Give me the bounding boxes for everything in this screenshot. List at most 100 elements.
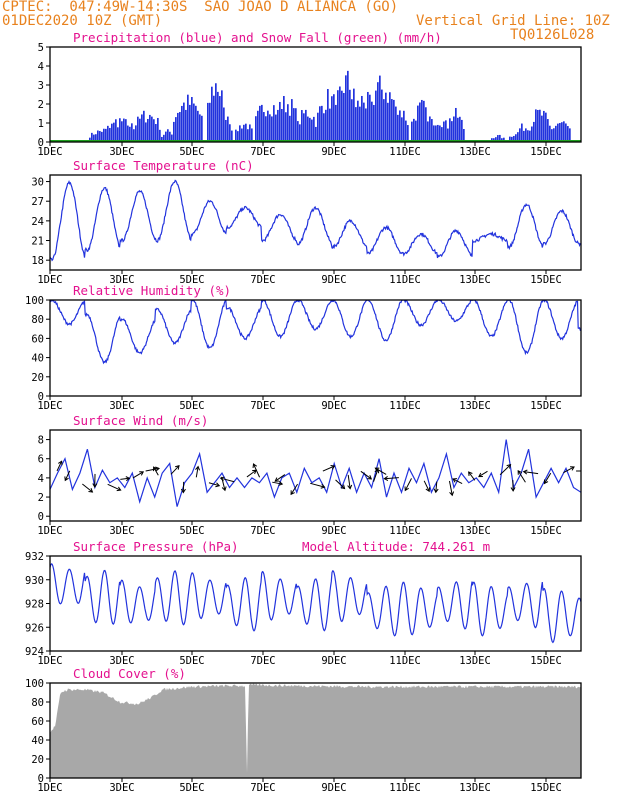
precip-bar bbox=[297, 121, 299, 142]
precip-bar bbox=[119, 118, 121, 142]
precip-bar bbox=[323, 113, 325, 142]
wind-vector bbox=[404, 478, 412, 491]
wind-vector bbox=[563, 466, 575, 474]
precip-bar bbox=[167, 129, 169, 142]
wind-vector-head bbox=[468, 471, 473, 477]
precip-bar bbox=[535, 109, 537, 142]
x-tick-label: 7DEC bbox=[250, 782, 275, 794]
precip-bar bbox=[199, 114, 201, 142]
precip-bar bbox=[519, 128, 521, 142]
precip-bar bbox=[527, 130, 529, 142]
precip-bar bbox=[531, 126, 533, 142]
precip-bar bbox=[533, 121, 535, 142]
y-tick-label: 80 bbox=[31, 314, 44, 326]
precip-bar bbox=[381, 89, 383, 142]
precip-bar bbox=[103, 128, 105, 142]
precip-bar bbox=[265, 116, 267, 142]
precip-bar bbox=[153, 119, 155, 142]
precip-bar bbox=[335, 104, 337, 142]
precip-bar bbox=[275, 114, 277, 142]
precip-bar bbox=[347, 70, 349, 142]
precip-bar bbox=[541, 115, 543, 142]
precip-bar bbox=[553, 128, 555, 142]
x-tick-label: 9DEC bbox=[321, 274, 346, 286]
panel-frame bbox=[49, 174, 582, 271]
x-tick-label: 15DEC bbox=[530, 655, 562, 667]
wind-vector bbox=[208, 482, 220, 487]
x-tick-label: 1DEC bbox=[37, 655, 62, 667]
y-tick-label: 24 bbox=[31, 216, 44, 228]
x-tick-label: 5DEC bbox=[179, 274, 204, 286]
wind-vector-head bbox=[320, 483, 326, 489]
precip-bar bbox=[121, 121, 123, 142]
precip-bar bbox=[411, 121, 413, 142]
precip-bar bbox=[563, 121, 565, 142]
panel-frame bbox=[49, 429, 582, 522]
wind-vector-head bbox=[116, 486, 122, 492]
wind-vector bbox=[544, 472, 552, 484]
precip-bar bbox=[399, 110, 401, 142]
precip-bar bbox=[301, 110, 303, 142]
x-tick-label: 7DEC bbox=[250, 274, 275, 286]
wind-vector bbox=[132, 471, 144, 479]
precip-bar bbox=[137, 116, 139, 142]
x-tick-label: 5DEC bbox=[179, 525, 204, 537]
precip-bar bbox=[365, 108, 367, 142]
precip-bar bbox=[215, 83, 217, 142]
wind-vector bbox=[220, 477, 235, 483]
precip-bar bbox=[371, 101, 373, 142]
precip-bar bbox=[269, 114, 271, 142]
y-tick-label: 100 bbox=[25, 295, 44, 307]
x-tick-label: 11DEC bbox=[389, 274, 421, 286]
precip-bar bbox=[333, 94, 335, 142]
precip-bar bbox=[397, 114, 399, 142]
precip-bar bbox=[309, 117, 311, 142]
precip-bar bbox=[283, 96, 285, 142]
precip-bar bbox=[427, 121, 429, 142]
precip-bar bbox=[235, 129, 237, 142]
precip-bar bbox=[331, 96, 333, 142]
precip-bar bbox=[163, 134, 165, 142]
y-tick-label: 924 bbox=[25, 646, 44, 658]
precip-bar bbox=[99, 131, 101, 142]
header-station: CPTEC: 047:49W-14:30S SAO JOAO D ALIANCA… bbox=[2, 0, 399, 15]
precip-bar bbox=[113, 122, 115, 142]
precip-bar bbox=[155, 124, 157, 142]
y-tick-label: 0 bbox=[38, 391, 44, 403]
wind-vector bbox=[310, 482, 325, 488]
wind-vector bbox=[384, 477, 399, 480]
plot-area bbox=[50, 300, 581, 365]
precip-bar bbox=[237, 131, 239, 142]
panel-precip: Precipitation (blue) and Snow Fall (gree… bbox=[37, 30, 582, 158]
precip-bar bbox=[451, 121, 453, 142]
x-tick-label: 5DEC bbox=[179, 782, 204, 794]
precip-bar bbox=[97, 130, 99, 142]
panel-frame bbox=[49, 299, 582, 397]
chart-title: Surface Temperature (nC) bbox=[73, 158, 254, 173]
precip-bar bbox=[367, 91, 369, 142]
precip-bar bbox=[115, 119, 117, 142]
precip-bar bbox=[389, 92, 391, 142]
wind-vector-head bbox=[510, 487, 516, 492]
wind-vector-head bbox=[252, 463, 258, 469]
x-tick-label: 9DEC bbox=[321, 655, 346, 667]
precip-bar bbox=[353, 88, 355, 142]
precip-bar bbox=[165, 131, 167, 142]
precip-bar bbox=[295, 108, 297, 142]
precip-bar bbox=[415, 120, 417, 142]
precip-bar bbox=[307, 116, 309, 142]
precip-bar bbox=[211, 86, 213, 142]
precip-bar bbox=[291, 99, 293, 142]
y-tick-label: 928 bbox=[25, 599, 44, 611]
x-tick-label: 13DEC bbox=[459, 400, 491, 412]
precip-bar bbox=[547, 119, 549, 142]
y-tick-label: 0 bbox=[38, 773, 44, 785]
wind-vector bbox=[375, 467, 387, 475]
precip-bar bbox=[293, 108, 295, 142]
precip-bar bbox=[227, 116, 229, 142]
precip-bar bbox=[125, 119, 127, 142]
precip-bar bbox=[379, 75, 381, 142]
x-tick-label: 3DEC bbox=[109, 782, 134, 794]
series-line bbox=[50, 179, 581, 262]
